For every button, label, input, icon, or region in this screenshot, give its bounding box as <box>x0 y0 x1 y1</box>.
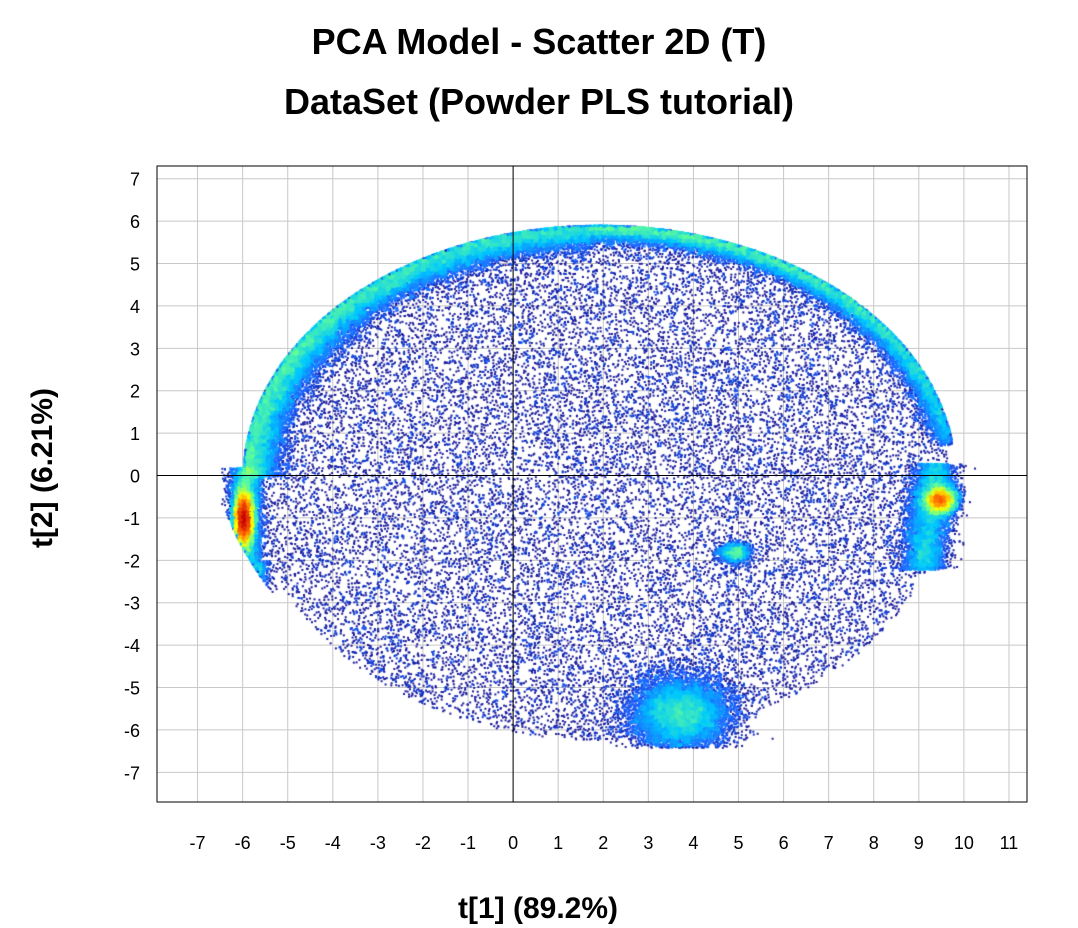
y-tick-label: 2 <box>130 382 140 402</box>
y-tick-label: -7 <box>124 763 140 783</box>
y-tick-label: 7 <box>130 170 140 190</box>
x-tick-label: 5 <box>733 833 743 853</box>
x-tick-label: -4 <box>325 833 341 853</box>
x-tick-label: -6 <box>235 833 251 853</box>
y-tick-label: 3 <box>130 339 140 359</box>
x-tick-label: -1 <box>460 833 476 853</box>
density-points <box>157 166 1027 802</box>
x-tick-label: 0 <box>508 833 518 853</box>
x-tick-labels: -7 -6 -5 -4 -3 -2 -1 0 1 2 3 4 5 6 7 8 9 10 11 <box>190 833 1019 853</box>
x-tick-label: 2 <box>598 833 608 853</box>
y-tick-label: 1 <box>130 424 140 444</box>
y-tick-label: -1 <box>124 509 140 529</box>
y-tick-label: -2 <box>124 551 140 571</box>
x-tick-label: 10 <box>954 833 974 853</box>
x-tick-label: 6 <box>779 833 789 853</box>
x-tick-label: -3 <box>370 833 386 853</box>
x-axis-title: t[1] (89.2%) <box>458 892 618 925</box>
x-tick-label: -7 <box>190 833 206 853</box>
y-tick-label: -6 <box>124 721 140 741</box>
x-tick-label: -2 <box>415 833 431 853</box>
chart-subtitle: DataSet (Powder PLS tutorial) <box>283 81 795 122</box>
y-tick-label: -3 <box>124 594 140 614</box>
x-tick-label: -5 <box>280 833 296 853</box>
x-tick-label: 7 <box>824 833 834 853</box>
y-tick-label: 0 <box>130 467 140 487</box>
y-tick-label: -4 <box>124 636 140 656</box>
x-tick-label: 3 <box>643 833 653 853</box>
y-tick-label: -5 <box>124 679 140 699</box>
chart-title: PCA Model - Scatter 2D (T) <box>311 21 767 62</box>
x-tick-label: 1 <box>553 833 563 853</box>
x-tick-label: 11 <box>1000 833 1019 853</box>
y-axis-title: t[2] (6.21%) <box>26 388 59 548</box>
y-tick-label: 4 <box>130 297 140 317</box>
x-tick-label: 8 <box>869 833 879 853</box>
y-tick-label: 6 <box>130 212 140 232</box>
x-tick-label: 4 <box>688 833 698 853</box>
plot-frame <box>156 165 1028 803</box>
y-tick-labels: -7 -6 -5 -4 -3 -2 -1 0 1 2 3 4 5 6 7 <box>124 170 140 784</box>
y-tick-label: 5 <box>130 255 140 275</box>
x-tick-label: 9 <box>914 833 924 853</box>
